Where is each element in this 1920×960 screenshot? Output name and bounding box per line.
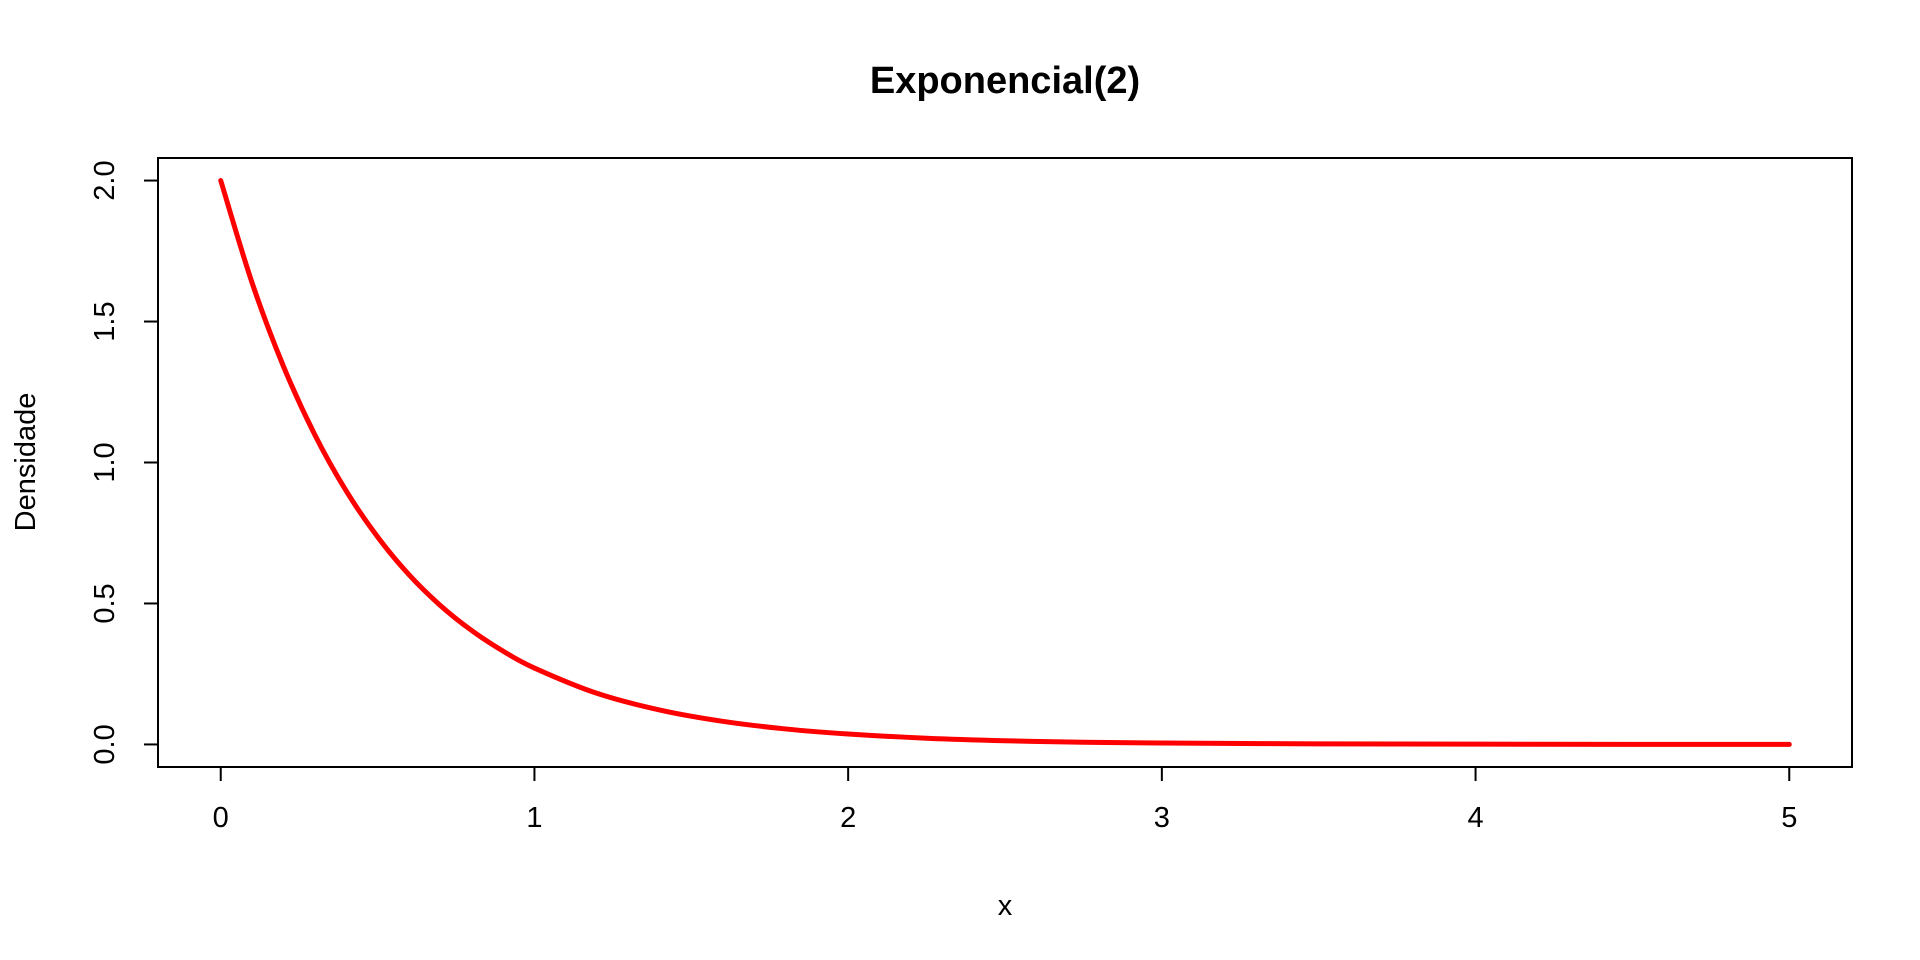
y-tick-label: 0.0 xyxy=(89,724,121,764)
y-axis: 0.0 0.5 1.0 1.5 2.0 xyxy=(89,160,159,765)
y-tick-label: 1.0 xyxy=(89,442,121,482)
y-axis-label: Densidade xyxy=(10,393,42,532)
x-tick-label: 1 xyxy=(526,802,542,834)
density-curve xyxy=(218,178,1792,747)
series-layer xyxy=(218,178,1792,747)
y-tick-label: 1.5 xyxy=(89,301,121,341)
x-tick-label: 0 xyxy=(213,802,229,834)
x-tick-label: 4 xyxy=(1467,802,1483,834)
plot-box xyxy=(157,157,1853,768)
x-tick-label: 5 xyxy=(1781,802,1797,834)
x-tick-label: 2 xyxy=(840,802,856,834)
y-tick-label: 0.5 xyxy=(89,583,121,623)
x-axis: 0 1 2 3 4 5 xyxy=(213,766,1797,834)
y-tick-label: 2.0 xyxy=(89,160,121,200)
chart-title: Exponencial(2) xyxy=(870,60,1140,102)
x-axis-label: x xyxy=(998,890,1013,922)
x-tick-label: 3 xyxy=(1154,802,1170,834)
